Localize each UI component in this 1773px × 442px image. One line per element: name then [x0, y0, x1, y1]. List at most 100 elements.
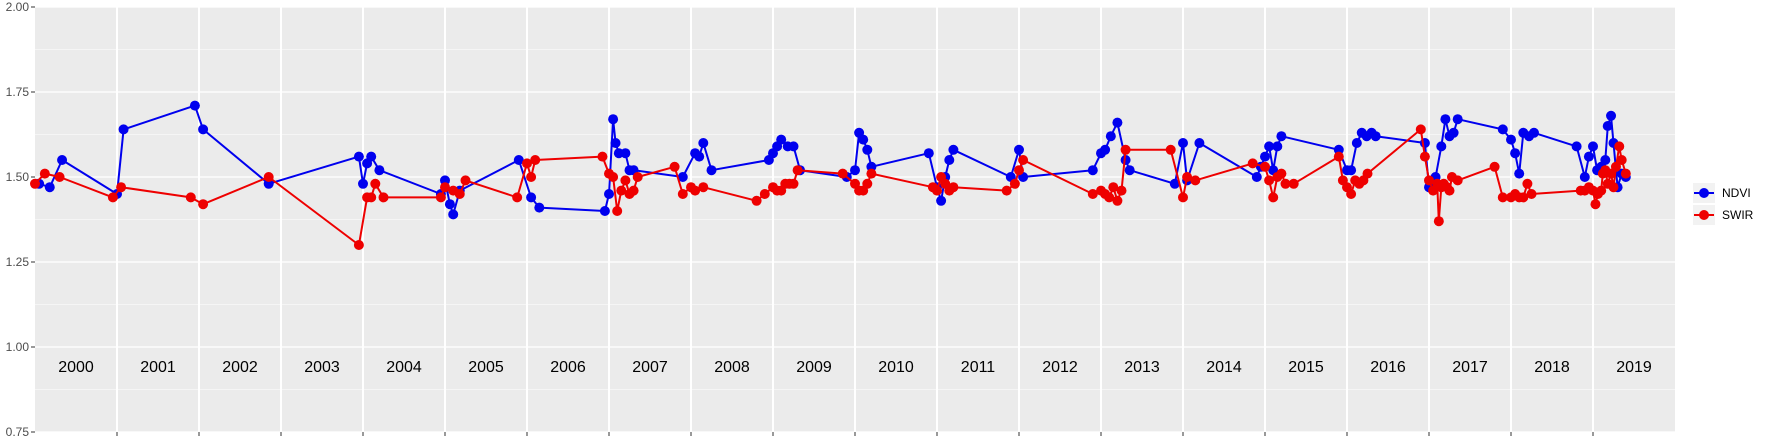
data-point-ndvi [1105, 131, 1116, 142]
data-point-ndvi [1506, 134, 1516, 145]
data-point-swir [107, 192, 118, 203]
data-point-ndvi [677, 172, 688, 182]
data-point-swir [1264, 175, 1275, 186]
data-point-swir [690, 185, 701, 196]
data-point-ndvi [1178, 138, 1188, 148]
data-point-ndvi [599, 206, 610, 216]
y-tick-label: 0.75 [6, 425, 30, 439]
data-point-swir [460, 175, 471, 186]
data-point-ndvi [1510, 148, 1521, 159]
data-point-ndvi [620, 148, 631, 159]
data-point-swir [1165, 144, 1176, 155]
data-point-ndvi [1571, 141, 1582, 152]
data-point-swir [116, 182, 127, 193]
data-point-swir [263, 172, 274, 182]
data-point-ndvi [698, 138, 709, 148]
data-point-swir [1182, 172, 1193, 182]
legend-label: NDVI [1722, 186, 1751, 200]
data-point-swir [526, 172, 537, 182]
data-point-swir [1489, 161, 1500, 172]
y-tick-label: 1.00 [6, 340, 30, 354]
data-point-ndvi [788, 141, 799, 152]
data-point-ndvi [604, 189, 614, 199]
data-point-ndvi [948, 144, 959, 155]
data-point-ndvi [358, 178, 368, 189]
data-point-swir [612, 206, 623, 216]
data-point-swir [792, 165, 803, 176]
data-point-swir [54, 172, 65, 182]
data-point-swir [1178, 192, 1188, 203]
data-point-ndvi [1583, 151, 1594, 162]
data-point-swir [1518, 192, 1529, 203]
data-point-swir [616, 185, 627, 196]
data-point-swir [1346, 189, 1357, 199]
data-point-swir [1444, 185, 1455, 196]
data-point-ndvi [353, 151, 364, 162]
year-label: 2012 [1042, 359, 1078, 376]
data-point-swir [1190, 175, 1201, 186]
data-point-swir [440, 182, 450, 193]
data-point-swir [1087, 189, 1098, 199]
y-tick-label: 1.25 [6, 255, 30, 269]
data-point-ndvi [1602, 121, 1613, 131]
y-tick-label: 2.00 [6, 0, 30, 14]
data-point-swir [1280, 178, 1291, 189]
data-point-swir [1120, 144, 1131, 155]
legend-label: SWIR [1722, 208, 1754, 222]
data-point-ndvi [1497, 124, 1508, 135]
data-point-swir [866, 168, 877, 179]
data-point-swir [1610, 161, 1621, 172]
year-label: 2017 [1452, 359, 1488, 376]
data-point-swir [512, 192, 523, 203]
data-point-ndvi [366, 151, 377, 162]
data-point-swir [948, 182, 959, 193]
data-point-swir [530, 155, 541, 165]
data-point-swir [454, 189, 465, 199]
data-point-ndvi [1120, 155, 1131, 165]
data-point-swir [1415, 124, 1426, 135]
legend-key-point [1699, 188, 1709, 198]
grid-lines [35, 6, 1675, 433]
data-point-ndvi [1194, 138, 1205, 148]
data-point-ndvi [1452, 114, 1463, 125]
data-point-ndvi [923, 148, 934, 159]
year-label: 2013 [1124, 359, 1160, 376]
data-point-ndvi [608, 114, 619, 125]
year-label: 2016 [1370, 359, 1406, 376]
data-point-swir [620, 175, 631, 186]
legend-key-point [1699, 210, 1709, 220]
data-point-ndvi [1436, 141, 1447, 152]
data-point-ndvi [1440, 114, 1451, 125]
data-point-swir [1260, 161, 1270, 172]
data-point-swir [378, 192, 389, 203]
data-point-ndvi [513, 155, 524, 165]
data-point-swir [1247, 158, 1258, 169]
data-point-ndvi [1606, 110, 1617, 121]
year-label: 2019 [1616, 359, 1652, 376]
data-point-swir [669, 161, 680, 172]
data-point-swir [759, 189, 770, 199]
data-point-ndvi [936, 195, 947, 206]
data-point-swir [522, 158, 532, 169]
data-point-swir [30, 178, 40, 189]
data-point-ndvi [1448, 127, 1459, 138]
year-label: 2009 [796, 359, 832, 376]
year-label: 2008 [714, 359, 750, 376]
data-point-ndvi [1514, 168, 1525, 179]
data-point-swir [366, 192, 377, 203]
data-point-ndvi [1528, 127, 1539, 138]
data-point-swir [837, 168, 848, 179]
data-point-swir [39, 168, 50, 179]
year-label: 2000 [58, 359, 94, 376]
legend-item-swir: SWIR [1693, 205, 1754, 225]
data-point-swir [1497, 192, 1508, 203]
series-layer [30, 100, 1631, 250]
year-label: 2006 [550, 359, 586, 376]
data-point-swir [1268, 192, 1279, 203]
data-point-swir [198, 199, 209, 210]
data-point-ndvi [1272, 141, 1283, 152]
data-point-ndvi [944, 155, 955, 165]
data-point-ndvi [1351, 138, 1362, 148]
data-point-ndvi [850, 165, 860, 176]
data-point-swir [1009, 178, 1020, 189]
